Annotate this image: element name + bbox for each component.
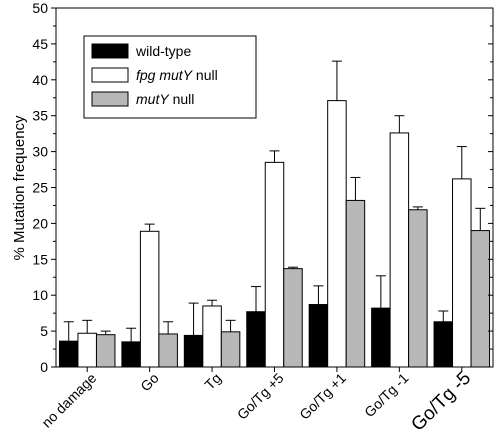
bar — [452, 178, 472, 368]
legend-swatch — [91, 43, 129, 59]
bar — [283, 268, 303, 368]
bar — [345, 199, 366, 368]
axes: 0 5 10 15 20 25 30 35 40 45 50 — [32, 0, 494, 375]
x-tick-label: no damage — [38, 370, 99, 431]
bar — [470, 230, 491, 368]
bar — [408, 209, 428, 368]
bar — [202, 305, 222, 368]
x-tick-label: Go — [137, 370, 162, 395]
x-tick-label: Tg — [201, 370, 224, 393]
bar — [264, 161, 285, 368]
y-tick-label: 15 — [32, 251, 48, 267]
y-tick-label: 50 — [32, 0, 48, 16]
error-bars — [63, 60, 486, 342]
bar — [327, 100, 347, 368]
bar — [389, 132, 410, 368]
bar — [220, 331, 241, 368]
legend: wild-type fpg mutY null mutY null — [83, 35, 257, 119]
bar — [371, 307, 391, 368]
x-tick-labels: no damage Go Tg Go/Tg +5 Go/Tg +1 Go/Tg -1Go/… — [38, 368, 475, 436]
bar — [121, 341, 141, 368]
bar — [158, 333, 178, 368]
y-tick-label: 45 — [32, 36, 48, 52]
bar — [246, 311, 266, 368]
y-tick-label: 40 — [32, 72, 48, 88]
y-tick-label: 10 — [32, 287, 48, 303]
x-tick-label: Go/Tg -5 — [407, 368, 475, 436]
bar — [183, 334, 204, 368]
x-tick-label: Go/Tg +1 — [296, 370, 349, 423]
y-tick-label: 20 — [32, 215, 48, 231]
bar — [95, 334, 116, 368]
legend-swatch — [91, 67, 129, 83]
bar — [433, 321, 454, 368]
legend-swatch — [91, 91, 129, 107]
bar — [308, 304, 329, 368]
bars — [58, 100, 491, 368]
x-tick-label: Go/Tg +5 — [234, 370, 287, 423]
bar — [58, 340, 79, 368]
y-tick-label: 35 — [32, 108, 48, 124]
y-tick-label: 5 — [40, 323, 48, 339]
y-tick-label: 30 — [32, 144, 48, 160]
y-tick-label: 0 — [40, 359, 48, 375]
x-tick-label: Go/Tg -1 — [361, 370, 412, 421]
legend-label: wild-type — [135, 43, 191, 59]
bar — [139, 230, 160, 368]
legend-label: mutY null — [136, 91, 194, 107]
bar — [77, 332, 97, 368]
y-tick-label: 25 — [32, 180, 48, 196]
y-axis-title: % Mutation frequency — [11, 115, 28, 261]
legend-label: fpg mutY null — [136, 67, 218, 83]
